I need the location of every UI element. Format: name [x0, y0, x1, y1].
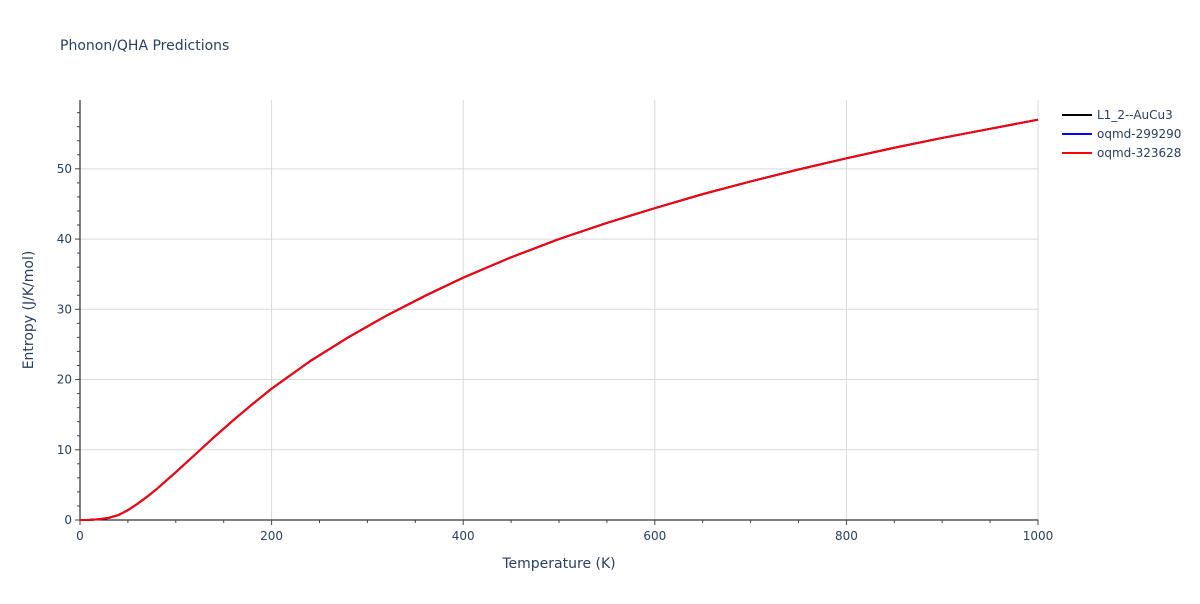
y-tick-label: 40 [57, 232, 72, 246]
axis-layer: 0 200 400 600 800 1000 0 10 20 30 40 50 [57, 100, 1054, 543]
y-tick-label: 0 [64, 513, 72, 527]
series-layer [79, 118, 1039, 521]
legend-item[interactable]: L1_2--AuCu3 [1062, 108, 1173, 122]
x-tick-label: 800 [835, 529, 858, 543]
series-line-2 [79, 118, 1039, 521]
legend-item[interactable]: oqmd-299290 [1062, 127, 1181, 141]
legend[interactable]: L1_2--AuCu3 oqmd-299290 oqmd-323628 [1062, 108, 1181, 160]
chart-title: Phonon/QHA Predictions [60, 38, 229, 54]
y-tick-label: 30 [57, 302, 72, 316]
x-tick-label: 400 [452, 529, 475, 543]
legend-label: L1_2--AuCu3 [1097, 108, 1173, 122]
x-tick-label: 0 [76, 529, 84, 543]
y-tick-label: 50 [57, 162, 72, 176]
y-axis-title: Entropy (J/K/mol) [21, 251, 37, 370]
x-axis-title: Temperature (K) [501, 556, 615, 572]
legend-label: oqmd-299290 [1097, 127, 1181, 141]
x-tick-label: 1000 [1023, 529, 1054, 543]
x-tick-label: 200 [260, 529, 283, 543]
x-tick-label: 600 [643, 529, 666, 543]
legend-item[interactable]: oqmd-323628 [1062, 146, 1181, 160]
y-tick-label: 20 [57, 373, 72, 387]
legend-label: oqmd-323628 [1097, 146, 1181, 160]
y-tick-label: 10 [57, 443, 72, 457]
